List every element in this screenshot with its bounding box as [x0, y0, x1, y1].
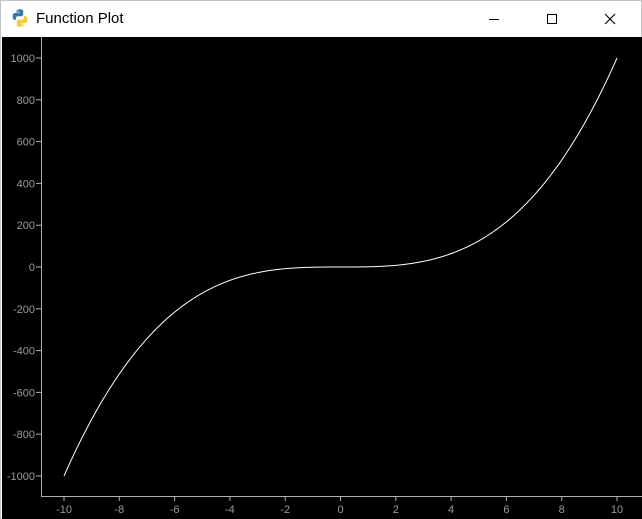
y-tick-label: -1000 — [7, 471, 35, 483]
y-tick-label: 600 — [17, 137, 35, 149]
x-tick-label: 2 — [393, 504, 399, 516]
close-icon — [604, 13, 616, 25]
x-tick-label: -6 — [170, 504, 180, 516]
minimize-icon — [489, 19, 499, 20]
series-line — [63, 57, 618, 477]
title-bar[interactable]: Function Plot — [1, 1, 641, 37]
y-tick-label: 0 — [29, 262, 35, 274]
x-tick-label: -4 — [225, 504, 235, 516]
y-tick-label: 200 — [17, 220, 35, 232]
minimize-button[interactable] — [471, 1, 517, 37]
window-title: Function Plot — [36, 10, 124, 27]
function-plot: -10 -8 -6 -4 -2 0 2 4 6 8 10 1000 800 600 400 200 0 -200 -… — [7, 37, 642, 516]
x-tick-label: 0 — [337, 504, 343, 516]
close-button[interactable] — [587, 1, 633, 37]
x-tick-label: -2 — [280, 504, 290, 516]
x-tick-label: -10 — [56, 504, 72, 516]
maximize-icon — [547, 14, 557, 24]
x-tick-label: 8 — [559, 504, 565, 516]
y-tick-label: -600 — [13, 387, 35, 399]
y-tick-label: 800 — [17, 95, 35, 107]
maximize-button[interactable] — [529, 1, 575, 37]
y-tick-label: 400 — [17, 178, 35, 190]
y-tick-label: -200 — [13, 304, 35, 316]
x-tick-label: 4 — [448, 504, 454, 516]
y-tick-label: 1000 — [11, 53, 35, 65]
x-tick-label: 6 — [503, 504, 509, 516]
plot-area[interactable]: -10 -8 -6 -4 -2 0 2 4 6 8 10 1000 800 600 400 200 0 -200 -… — [2, 37, 642, 519]
python-icon — [10, 8, 30, 28]
y-tick-label: -400 — [13, 346, 35, 358]
x-tick-label: -8 — [114, 504, 124, 516]
y-tick-label: -800 — [13, 429, 35, 441]
x-tick-label: 10 — [611, 504, 623, 516]
